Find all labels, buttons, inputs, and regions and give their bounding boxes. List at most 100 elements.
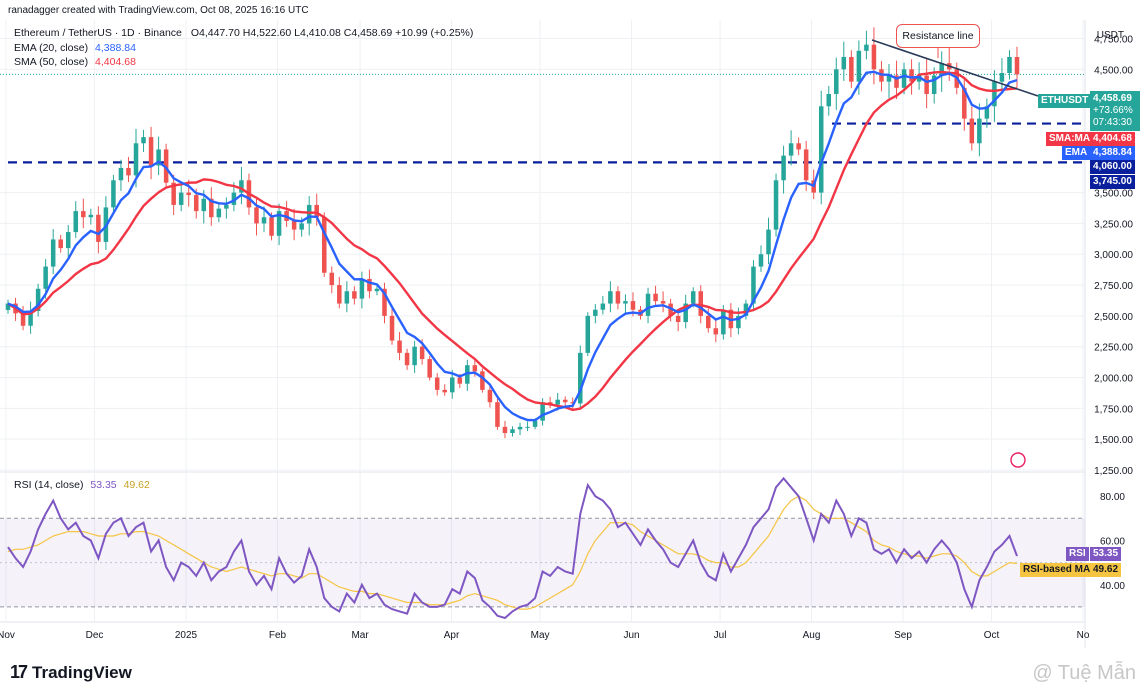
- candle-body: [133, 143, 139, 176]
- candle-body: [50, 239, 56, 267]
- candle-body: [562, 399, 568, 403]
- candle-body: [276, 211, 282, 236]
- resistance-annotation[interactable]: Resistance line: [896, 24, 980, 48]
- candle-body: [269, 217, 274, 236]
- candle-body: [291, 220, 297, 230]
- candle-body: [517, 426, 523, 430]
- ema-legend-name: EMA (20, close): [14, 42, 89, 54]
- tradingview-logo[interactable]: 17 TradingView: [10, 662, 132, 683]
- rsi-tick-label: 40.00: [1100, 581, 1125, 592]
- ema-line: [7, 70, 1018, 422]
- candle-body: [781, 155, 786, 181]
- candle-body: [532, 420, 538, 427]
- candle-body: [766, 229, 771, 255]
- currency-label[interactable]: USDT: [1096, 30, 1124, 41]
- candle-body: [389, 315, 395, 341]
- candle-body: [570, 402, 575, 404]
- candle-body: [660, 301, 666, 304]
- sma-legend-value: 4,404.68: [95, 56, 136, 68]
- candle-body: [803, 149, 809, 181]
- candle-body: [254, 207, 259, 224]
- price-tick-label: 4,750.00: [1094, 34, 1133, 45]
- candle-body: [593, 309, 598, 316]
- candle-body: [773, 180, 779, 230]
- candle-body: [796, 143, 801, 150]
- time-tick-label: Feb: [269, 630, 287, 641]
- price-tag-change: +73.66%: [1093, 105, 1133, 116]
- ema-tag-value: 4,388.84: [1090, 146, 1135, 160]
- candle-body: [962, 87, 967, 119]
- candle-body: [20, 313, 26, 326]
- candle-body: [404, 352, 410, 366]
- candle-body: [299, 223, 304, 230]
- candle-body: [367, 278, 372, 292]
- bolt-icon: [1010, 452, 1026, 468]
- candle-body: [585, 315, 591, 353]
- candle-body: [668, 303, 673, 316]
- candle-body: [721, 309, 726, 335]
- ema-legend[interactable]: EMA (20, close) 4,388.84: [14, 42, 136, 54]
- candle-body: [419, 346, 425, 360]
- candle-body: [65, 232, 71, 249]
- candle-body: [984, 106, 990, 119]
- sma-tag: SMA:MA: [1046, 132, 1094, 146]
- rsi-tick-label: 60.00: [1100, 536, 1125, 547]
- sma-tag-value: 4,404.68: [1090, 132, 1135, 146]
- candle-body: [231, 192, 237, 205]
- rsi-tag: RSI: [1066, 547, 1089, 561]
- candle-body: [743, 303, 749, 316]
- candle-body: [58, 239, 63, 249]
- candle-body: [359, 278, 365, 299]
- rsi-ma-legend-value: 49.62: [123, 479, 150, 491]
- candle-body: [645, 293, 651, 316]
- symbol-title: Ethereum / TetherUS · 1D · Binance O4,44…: [14, 27, 473, 39]
- candle-body: [931, 75, 937, 94]
- candle-body: [901, 69, 907, 88]
- candle-body: [412, 346, 417, 366]
- candle-body: [886, 75, 892, 82]
- ema-legend-value: 4,388.84: [95, 42, 136, 54]
- candle-body: [163, 149, 169, 183]
- time-tick-label: Nov: [0, 630, 15, 641]
- price-tick-label: 2,000.00: [1094, 374, 1133, 385]
- candle-body: [713, 328, 719, 335]
- candle-body: [306, 204, 312, 224]
- time-tick-label: Aug: [803, 630, 821, 641]
- price-tick-label: 1,250.00: [1094, 466, 1133, 477]
- candle-body: [1007, 56, 1012, 74]
- candle-body: [209, 198, 214, 218]
- candle-body: [864, 44, 869, 51]
- price-tick-label: 3,250.00: [1094, 219, 1133, 230]
- candle-body: [239, 180, 244, 193]
- price-tick-label: 2,250.00: [1094, 343, 1133, 354]
- rsi-legend[interactable]: RSI (14, close) 53.35 49.62: [14, 479, 150, 491]
- price-tag-countdown: 07:43:30: [1093, 117, 1132, 128]
- candle-body: [111, 180, 116, 208]
- price-tick-label: 1,500.00: [1094, 435, 1133, 446]
- time-tick-label: Jul: [714, 630, 727, 641]
- candle-body: [525, 426, 530, 428]
- candle-body: [88, 214, 94, 218]
- candle-body: [224, 204, 229, 209]
- rsi-legend-value: 53.35: [90, 479, 117, 491]
- level-tag-4060: 4,060.00: [1090, 160, 1135, 174]
- candle-body: [434, 377, 440, 390]
- candle-body: [186, 192, 191, 196]
- rsi-tick-label: 80.00: [1100, 492, 1125, 503]
- candle-body: [374, 288, 380, 292]
- candle-body: [683, 303, 688, 323]
- price-tick-label: 2,500.00: [1094, 312, 1133, 323]
- rsi-ma-line: [7, 495, 1018, 610]
- rsi-line: [7, 476, 1018, 620]
- candle-body: [337, 285, 342, 304]
- rsi-band: [0, 518, 1085, 607]
- candle-body: [35, 288, 41, 311]
- candle-body: [751, 266, 756, 304]
- candle-body: [706, 315, 711, 329]
- candle-body: [600, 303, 606, 310]
- tradingview-logo-text: TradingView: [32, 662, 132, 682]
- candle-body: [502, 426, 508, 434]
- candle-body: [623, 301, 628, 304]
- sma-legend[interactable]: SMA (50, close) 4,404.68: [14, 56, 136, 68]
